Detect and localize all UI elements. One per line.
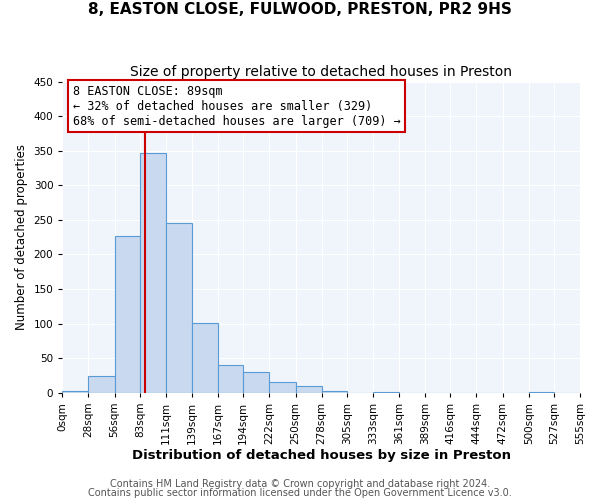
Bar	[269, 382, 296, 393]
Title: Size of property relative to detached houses in Preston: Size of property relative to detached ho…	[130, 65, 512, 79]
Bar	[322, 392, 347, 393]
Text: 8, EASTON CLOSE, FULWOOD, PRESTON, PR2 9HS: 8, EASTON CLOSE, FULWOOD, PRESTON, PR2 9…	[88, 2, 512, 18]
X-axis label: Distribution of detached houses by size in Preston: Distribution of detached houses by size …	[131, 450, 511, 462]
Bar	[192, 323, 218, 393]
Text: Contains public sector information licensed under the Open Government Licence v3: Contains public sector information licen…	[88, 488, 512, 498]
Bar	[62, 392, 88, 393]
Text: 8 EASTON CLOSE: 89sqm
← 32% of detached houses are smaller (329)
68% of semi-det: 8 EASTON CLOSE: 89sqm ← 32% of detached …	[73, 84, 400, 128]
Y-axis label: Number of detached properties: Number of detached properties	[15, 144, 28, 330]
Bar	[140, 153, 166, 393]
Bar	[218, 365, 243, 393]
Bar	[115, 236, 140, 393]
Bar	[296, 386, 322, 393]
Bar	[166, 222, 192, 393]
Bar	[373, 392, 399, 393]
Bar	[243, 372, 269, 393]
Bar	[88, 376, 115, 393]
Text: Contains HM Land Registry data © Crown copyright and database right 2024.: Contains HM Land Registry data © Crown c…	[110, 479, 490, 489]
Bar	[529, 392, 554, 393]
